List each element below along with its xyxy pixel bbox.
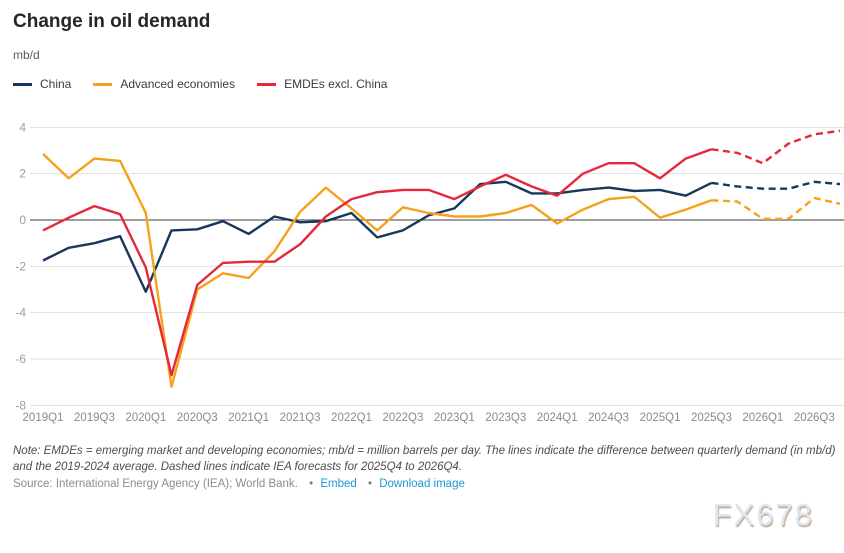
y-axis-label: 2 [19, 167, 26, 181]
page-title: Change in oil demand [13, 11, 211, 32]
y-axis-label: -8 [15, 398, 26, 412]
x-axis-label: 2024Q3 [588, 412, 629, 424]
y-axis-label: 0 [19, 213, 26, 227]
x-axis-label: 2025Q1 [640, 412, 681, 424]
legend: China Advanced economies EMDEs excl. Chi… [13, 77, 387, 91]
x-axis-label: 2026Q1 [742, 412, 783, 424]
series-line-emdes-excl-china [42, 148, 712, 377]
x-axis-label: 2026Q3 [794, 412, 835, 424]
x-axis-label: 2020Q1 [125, 412, 166, 424]
chart-note: Note: EMDEs = emerging market and develo… [13, 445, 836, 474]
advanced-economies-line-swatch [93, 82, 113, 86]
emdes-line-swatch [257, 82, 277, 86]
y-axis-label: -2 [15, 259, 26, 273]
x-axis-label: 2025Q3 [691, 412, 732, 424]
x-axis-label: 2019Q1 [23, 412, 64, 424]
y-axis-label: -6 [15, 352, 26, 366]
china-line-swatch [13, 82, 32, 86]
series-line-advanced-economies-forecast [711, 196, 841, 221]
y-axis-label: -4 [15, 306, 26, 320]
fx678-watermark: FX678 [712, 497, 814, 532]
series-line-china-forecast [711, 180, 841, 190]
legend-item-emdes[interactable]: EMDEs excl. China [257, 77, 387, 91]
bullet-separator: • [309, 478, 314, 490]
x-axis-label: 2021Q1 [228, 412, 269, 424]
legend-item-advanced-economies[interactable]: Advanced economies [93, 77, 235, 91]
x-axis-label: 2019Q3 [74, 412, 115, 424]
legend-item-china[interactable]: China [13, 77, 71, 91]
download-image-link[interactable]: Download image [379, 478, 465, 490]
x-axis-label: 2023Q1 [434, 412, 475, 424]
x-axis-label: 2021Q3 [280, 412, 321, 424]
x-axis-label: 2023Q3 [485, 412, 526, 424]
source-bar: Source: International Energy Agency (IEA… [13, 478, 465, 490]
y-axis-unit-label: mb/d [13, 48, 40, 62]
bullet-separator: • [367, 478, 372, 490]
legend-label: China [40, 77, 72, 91]
legend-label: EMDEs excl. China [284, 77, 388, 91]
legend-label: Advanced economies [120, 77, 236, 91]
x-axis-label: 2020Q3 [177, 412, 218, 424]
series-line-emdes-excl-china-forecast [711, 129, 841, 165]
source-text: Source: International Energy Agency (IEA… [13, 478, 298, 490]
x-axis-label: 2022Q1 [331, 412, 372, 424]
x-axis-label: 2022Q3 [382, 412, 423, 424]
x-axis-label: 2024Q1 [537, 412, 578, 424]
embed-link[interactable]: Embed [320, 478, 357, 490]
series-line-advanced-economies [42, 153, 712, 388]
y-axis-label: 4 [19, 120, 26, 134]
